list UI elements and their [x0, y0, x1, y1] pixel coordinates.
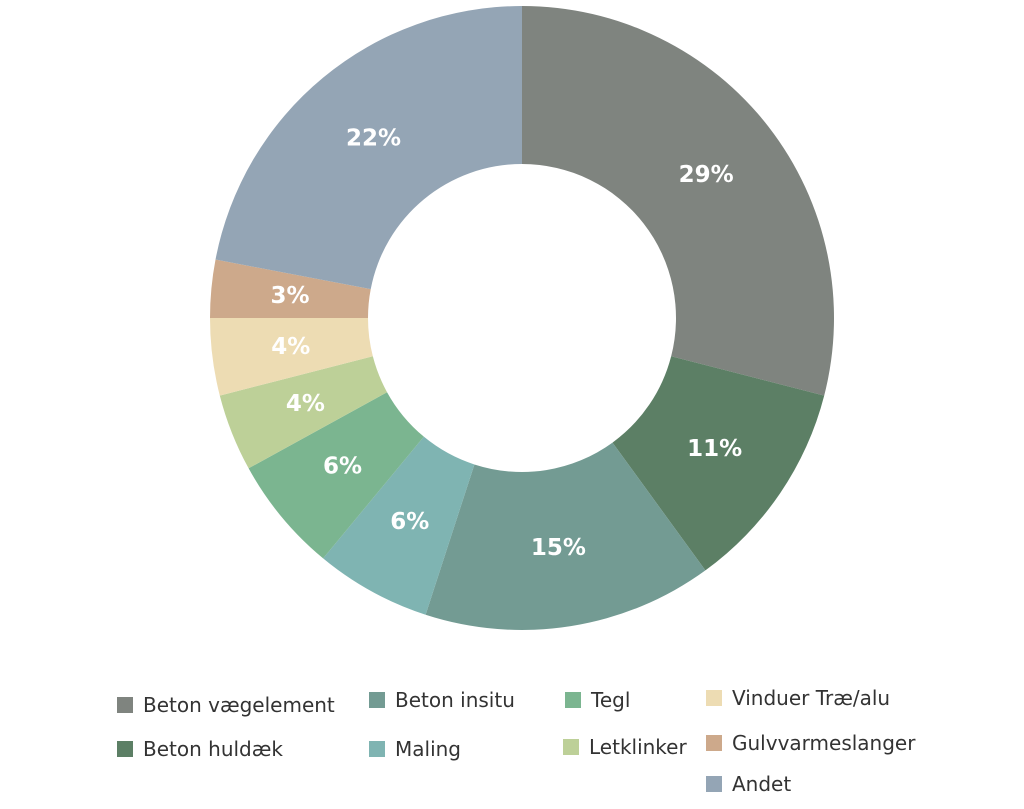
- legend-label: Tegl: [591, 688, 631, 712]
- legend-item-beton-insitu: Beton insitu: [369, 688, 515, 712]
- legend-swatch: [369, 741, 385, 757]
- slice-label: 6%: [390, 509, 429, 535]
- legend-swatch: [706, 690, 722, 706]
- slice-beton-insitu: [425, 442, 706, 630]
- slice-label: 3%: [271, 283, 310, 309]
- legend-label: Beton vægelement: [143, 693, 335, 717]
- slice-maling: [323, 436, 475, 615]
- legend-swatch: [117, 741, 133, 757]
- legend-item-gulvvarmeslanger: Gulvvarmeslanger: [706, 731, 915, 755]
- donut-chart: 29% 11% 15% 6% 6% 4% 4% 3% 22%: [210, 6, 834, 630]
- legend-label: Beton insitu: [395, 688, 515, 712]
- legend-item-maling: Maling: [369, 737, 461, 761]
- legend-label: Vinduer Træ/alu: [732, 686, 891, 710]
- legend-label: Andet: [732, 772, 792, 796]
- legend-label: Beton huldæk: [143, 737, 283, 761]
- slice-beton-v-gelement: [522, 6, 834, 396]
- legend-label: Maling: [395, 737, 461, 761]
- legend-item-andet: Andet: [706, 772, 791, 796]
- legend-swatch: [369, 692, 385, 708]
- slice-label: 6%: [323, 454, 362, 480]
- legend-swatch: [706, 776, 722, 792]
- slice-vinduer-tr-alu: [210, 318, 373, 396]
- legend-item-vinduer: Vinduer Træ/alu: [706, 686, 890, 710]
- legend-swatch: [706, 735, 722, 751]
- slice-beton-huld-k: [612, 356, 825, 571]
- legend-item-beton-vaegelement: Beton vægelement: [117, 693, 335, 717]
- slice-label: 29%: [679, 162, 734, 188]
- legend-label: Gulvvarmeslanger: [732, 731, 916, 755]
- legend-label: Letklinker: [589, 735, 687, 759]
- legend-swatch: [563, 739, 579, 755]
- legend-item-tegl: Tegl: [565, 688, 630, 712]
- slice-label: 4%: [286, 391, 325, 417]
- slice-andet: [215, 6, 523, 290]
- slice-label: 15%: [531, 535, 586, 561]
- slice-tegl: [248, 392, 424, 559]
- slice-label: 22%: [346, 125, 401, 151]
- slice-gulvvarmeslanger: [210, 259, 371, 318]
- slice-label: 11%: [687, 436, 742, 462]
- legend-item-beton-huldaek: Beton huldæk: [117, 737, 283, 761]
- slice-letklinker: [219, 356, 388, 469]
- legend-swatch: [117, 697, 133, 713]
- slice-label: 4%: [271, 334, 310, 360]
- legend-item-letklinker: Letklinker: [563, 735, 687, 759]
- legend-swatch: [565, 692, 581, 708]
